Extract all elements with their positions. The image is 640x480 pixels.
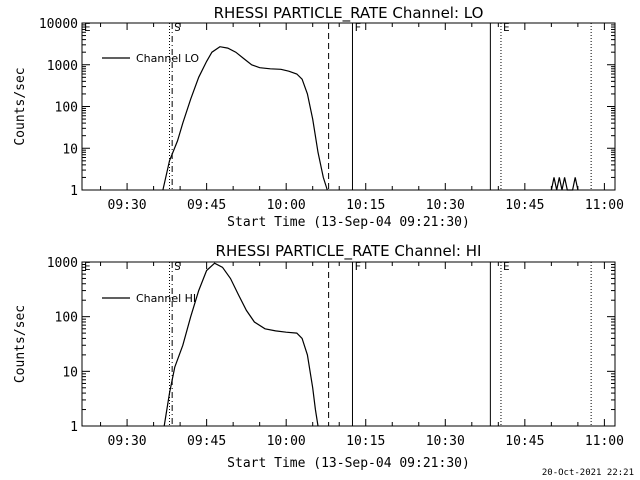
x-tick-label: 09:30: [108, 198, 147, 213]
y-tick-label: 1: [70, 420, 78, 435]
series-line: [163, 262, 319, 427]
event-marker-label: E: [503, 260, 510, 273]
x-tick-label: 10:30: [426, 198, 465, 213]
event-marker-label: E: [84, 21, 91, 34]
event-marker-label: S: [174, 21, 181, 34]
series-line: [162, 46, 328, 191]
y-tick-label: 1000: [47, 256, 78, 271]
x-axis-label: Start Time (13-Sep-04 09:21:30): [227, 215, 470, 230]
chart-panel-1: RHESSI PARTICLE_RATE Channel: LO 09:30 09:…: [13, 4, 624, 230]
x-tick-label: 11:00: [585, 198, 624, 213]
y-tick-label: 10: [62, 142, 78, 157]
y-tick-label: 100: [55, 311, 78, 326]
y-axis-label: Counts/sec: [13, 305, 28, 383]
x-tick-label: 10:15: [346, 198, 385, 213]
event-marker-label: S: [174, 260, 181, 273]
event-marker-label: E: [503, 21, 510, 34]
plot-frame: [81, 261, 616, 427]
legend-label: Channel LO: [136, 52, 199, 65]
x-tick-label: 10:00: [267, 198, 306, 213]
x-tick-label: 10:15: [346, 434, 385, 449]
footer-timestamp: 20-Oct-2021 22:21: [541, 468, 634, 478]
x-tick-label: 10:45: [505, 198, 544, 213]
x-tick-label: 10:45: [505, 434, 544, 449]
event-marker-label: F: [354, 260, 361, 273]
event-marker-label: E: [84, 260, 91, 273]
y-axis-label: Counts/sec: [13, 67, 28, 145]
x-axis-label: Start Time (13-Sep-04 09:21:30): [227, 456, 470, 471]
x-tick-label: 10:00: [267, 434, 306, 449]
chart-panel-2: RHESSI PARTICLE_RATE Channel: HI 09:30 09:…: [13, 242, 624, 471]
x-tick-label: 10:30: [426, 434, 465, 449]
y-tick-label: 1000: [47, 59, 78, 74]
chart-title: RHESSI PARTICLE_RATE Channel: LO: [214, 4, 484, 23]
y-tick-label: 10000: [39, 17, 78, 32]
chart-title: RHESSI PARTICLE_RATE Channel: HI: [216, 242, 482, 261]
series-line: [550, 177, 579, 191]
y-tick-label: 10: [62, 365, 78, 380]
plot-frame: [81, 22, 616, 191]
event-marker-label: F: [354, 21, 361, 34]
x-tick-label: 09:45: [187, 198, 226, 213]
x-tick-label: 09:45: [187, 434, 226, 449]
legend-label: Channel HI: [136, 292, 196, 305]
x-tick-label: 09:30: [108, 434, 147, 449]
y-tick-label: 1: [70, 184, 78, 199]
y-tick-label: 100: [55, 101, 78, 116]
x-tick-label: 11:00: [585, 434, 624, 449]
